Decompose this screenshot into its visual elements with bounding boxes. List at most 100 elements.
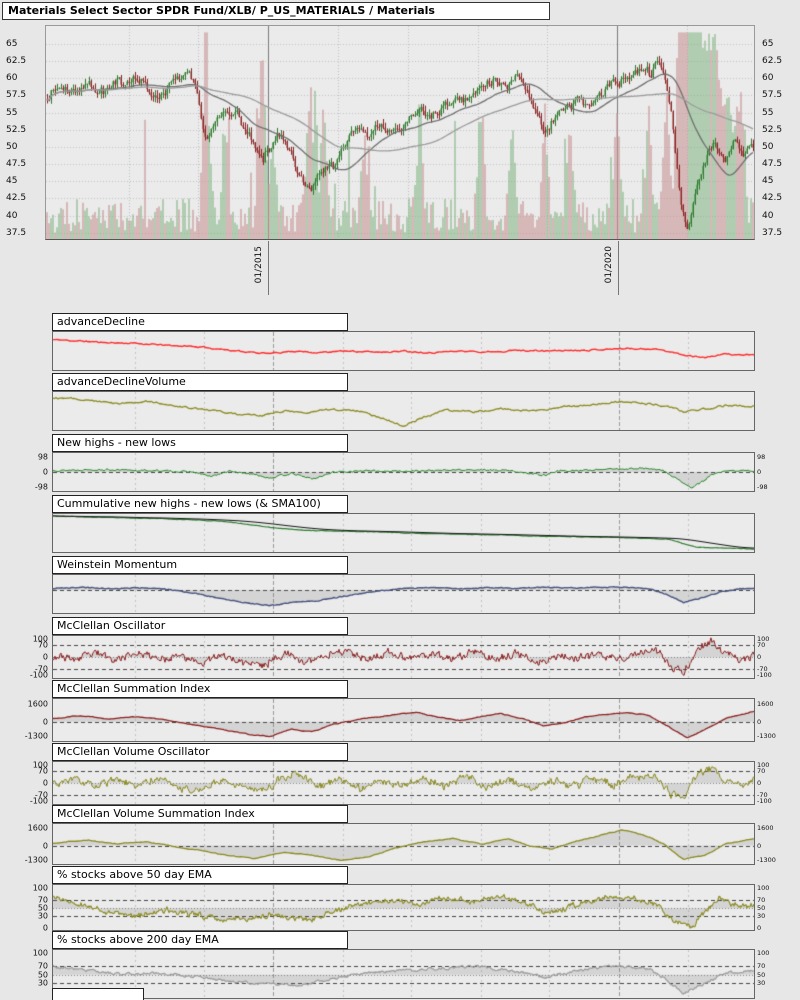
axis-tick-label: -1300 [757,732,776,741]
indicator-canvas[interactable] [53,885,754,930]
axis-tick-label: 50 [762,141,774,152]
axis-tick-label: 0 [757,924,762,933]
instrument-title-box[interactable]: Materials Select Sector SPDR Fund/XLB/ P… [2,2,550,20]
indicator-label-pct-above-200ema[interactable]: % stocks above 200 day EMA [52,931,348,949]
axis-tick-label: -70 [34,790,48,800]
axis-tick-label: -100 [29,670,48,680]
axis-tick-label: 42.5 [6,193,27,204]
axis-tick-label: 70 [757,766,766,775]
axis-tick-label: -1300 [24,731,48,741]
axis-tick-label: 50 [37,970,48,980]
indicator-canvas[interactable] [53,453,754,491]
indicator-plot-cumulative-nh-nl[interactable] [52,513,755,553]
axis-tick-label: -70 [757,665,768,674]
date-axis: 01/2015 01/2020 [45,241,755,299]
indicator-label-text: advanceDeclineVolume [57,375,186,388]
indicator-canvas[interactable] [53,636,754,678]
axis-tick-label: 0 [757,841,762,850]
indicator-canvas[interactable] [53,699,754,741]
indicator-label-advance-decline-volume[interactable]: advanceDeclineVolume [52,373,348,391]
axis-tick-label: 1600 [27,823,48,833]
axis-tick-label: 50 [37,903,48,913]
axis-tick-label: 0 [42,467,48,477]
axis-tick-label: 60 [762,73,774,84]
axis-tick-label: 70 [757,962,766,971]
axis-tick-label: 70 [757,640,766,649]
axis-tick-label: 52.5 [762,124,783,135]
indicator-plot-mcclellan-summation[interactable]: 1600 1600 0 0 -1300 -1300 [25,698,776,742]
axis-tick-label: 42.5 [762,193,783,204]
indicator-label-text: advanceDecline [57,315,145,328]
axis-tick-label: 100 [32,760,48,770]
indicator-plot-advance-decline-volume[interactable] [52,391,755,431]
indicator-canvas[interactable] [53,762,754,804]
indicator-plot-mcclellan-volume-summation[interactable]: 1600 1600 0 0 -1300 -1300 [25,823,776,865]
indicator-label-text: Weinstein Momentum [57,558,178,571]
indicator-canvas[interactable] [53,332,754,370]
axis-tick-label: 0 [42,717,48,727]
year-gridline-2020 [617,241,619,295]
indicator-canvas[interactable] [53,514,754,552]
indicator-label-mcclellan-volume-summation[interactable]: McClellan Volume Summation Index [52,805,348,823]
indicator-label-mcclellan-summation[interactable]: McClellan Summation Index [52,680,348,698]
date-label-2015: 01/2015 [253,246,264,284]
indicator-plot-mcclellan-volume-oscillator[interactable]: 100 100 70 70 0 0 -70 -70 -100 -100 [30,761,772,806]
indicator-plot-new-highs-new-lows[interactable]: 98 98 0 0 -98 -98 [35,452,768,492]
axis-tick-label: 30 [757,912,766,921]
indicator-label-text: Cummulative new highs - new lows (& SMA1… [57,497,321,510]
axis-tick-label: 62.5 [6,56,27,67]
axis-tick-label: 100 [757,635,770,644]
axis-tick-label: 30 [37,911,48,921]
axis-tick-label: 100 [32,948,48,958]
indicator-label-mcclellan-oscillator[interactable]: McClellan Oscillator [52,617,348,635]
indicator-plot-mcclellan-oscillator[interactable]: 100 100 70 70 0 0 -70 -70 -100 -100 [30,635,772,680]
axis-tick-label: 100 [757,884,770,893]
axis-tick-label: 52.5 [6,124,27,135]
axis-tick-label: 0 [42,841,48,851]
axis-tick-label: 0 [42,778,48,788]
axis-tick-label: 0 [757,779,762,787]
axis-tick-label: 40 [762,210,774,221]
indicator-plot-advance-decline[interactable] [52,331,755,371]
indicator-label-cumulative-nh-nl[interactable]: Cummulative new highs - new lows (& SMA1… [52,495,348,513]
axis-tick-label: 55 [762,107,774,118]
axis-tick-label: -70 [757,791,768,800]
axis-tick-label: 55 [6,107,18,118]
axis-tick-label: -1300 [757,855,776,864]
indicator-plot-pct-above-200ema[interactable]: 100 100 70 70 50 50 30 30 [33,949,769,999]
indicator-canvas[interactable] [53,950,754,998]
axis-tick-label: 1600 [27,699,48,709]
axis-tick-label: 47.5 [6,159,27,170]
indicator-label-weinstein-momentum[interactable]: Weinstein Momentum [52,556,348,574]
main-price-chart[interactable]: 65 65 62.5 62.5 60 60 57.5 57.5 55 55 52.5 52.5 50 50… [6,25,782,240]
indicator-canvas[interactable] [53,392,754,430]
axis-tick-label: 98 [37,452,48,462]
year-gridline-2015 [267,241,269,295]
axis-tick-label: 70 [37,640,48,650]
indicator-canvas[interactable] [53,575,754,613]
indicator-canvas[interactable] [53,824,754,864]
axis-tick-label: -70 [34,664,48,674]
indicator-label-advance-decline[interactable]: advanceDecline [52,313,348,331]
axis-tick-label: 0 [42,923,48,933]
indicator-label-mcclellan-volume-oscillator[interactable]: McClellan Volume Oscillator [52,743,348,761]
axis-tick-label: 37.5 [762,227,783,238]
indicator-label-pct-above-50ema[interactable]: % stocks above 50 day EMA [52,866,348,884]
axis-tick-label: 50 [6,141,18,152]
axis-tick-label: 0 [42,652,48,662]
axis-tick-label: 98 [757,453,766,462]
axis-tick-label: 1600 [757,824,774,833]
indicator-plot-weinstein-momentum[interactable] [52,574,755,614]
axis-tick-label: -1300 [24,855,48,865]
axis-tick-label: 47.5 [762,159,783,170]
indicator-plot-pct-above-50ema[interactable]: 100 100 70 70 50 50 30 30 0 0 [33,884,770,933]
axis-tick-label: 0 [757,468,762,476]
axis-tick-label: 50 [757,970,766,979]
indicator-label-new-highs-new-lows[interactable]: New highs - new lows [52,434,348,452]
indicator-label-text: McClellan Volume Oscillator [57,745,210,758]
axis-tick-label: 60 [6,73,18,84]
axis-tick-label: 37.5 [6,227,27,238]
price-volume-canvas[interactable] [46,26,754,239]
axis-tick-label: 100 [32,883,48,893]
